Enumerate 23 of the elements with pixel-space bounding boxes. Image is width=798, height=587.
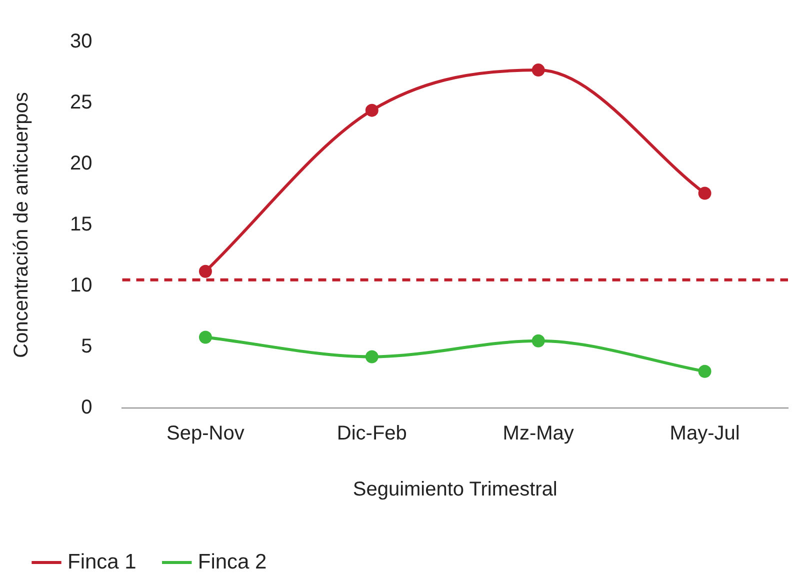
x-tick-label: Dic-Feb [336, 422, 407, 445]
y-axis-title: Concentración de anticuerpos [10, 92, 33, 358]
legend-label: Finca 1 [68, 550, 136, 574]
point [198, 330, 212, 344]
y-tick-label: 0 [81, 396, 92, 419]
y-tick-label: 20 [70, 152, 92, 175]
point [532, 334, 545, 348]
point [365, 350, 378, 364]
legend-label: Finca 2 [198, 550, 267, 574]
x-tick-label: May-Jul [670, 422, 740, 445]
point [532, 64, 545, 77]
y-tick-label: 15 [70, 214, 92, 236]
point [698, 364, 712, 378]
point [198, 264, 212, 278]
y-tick-label: 5 [81, 336, 92, 358]
point [365, 104, 378, 117]
point [698, 186, 712, 200]
x-tick-label: Sep-Nov [166, 422, 244, 445]
x-tick-label: Mz-May [502, 422, 574, 445]
y-tick-label: 30 [70, 30, 92, 53]
y-tick-label: 25 [70, 92, 92, 114]
y-tick-label: 10 [70, 274, 92, 297]
x-axis-title: Seguimiento Trimestral [352, 478, 558, 501]
